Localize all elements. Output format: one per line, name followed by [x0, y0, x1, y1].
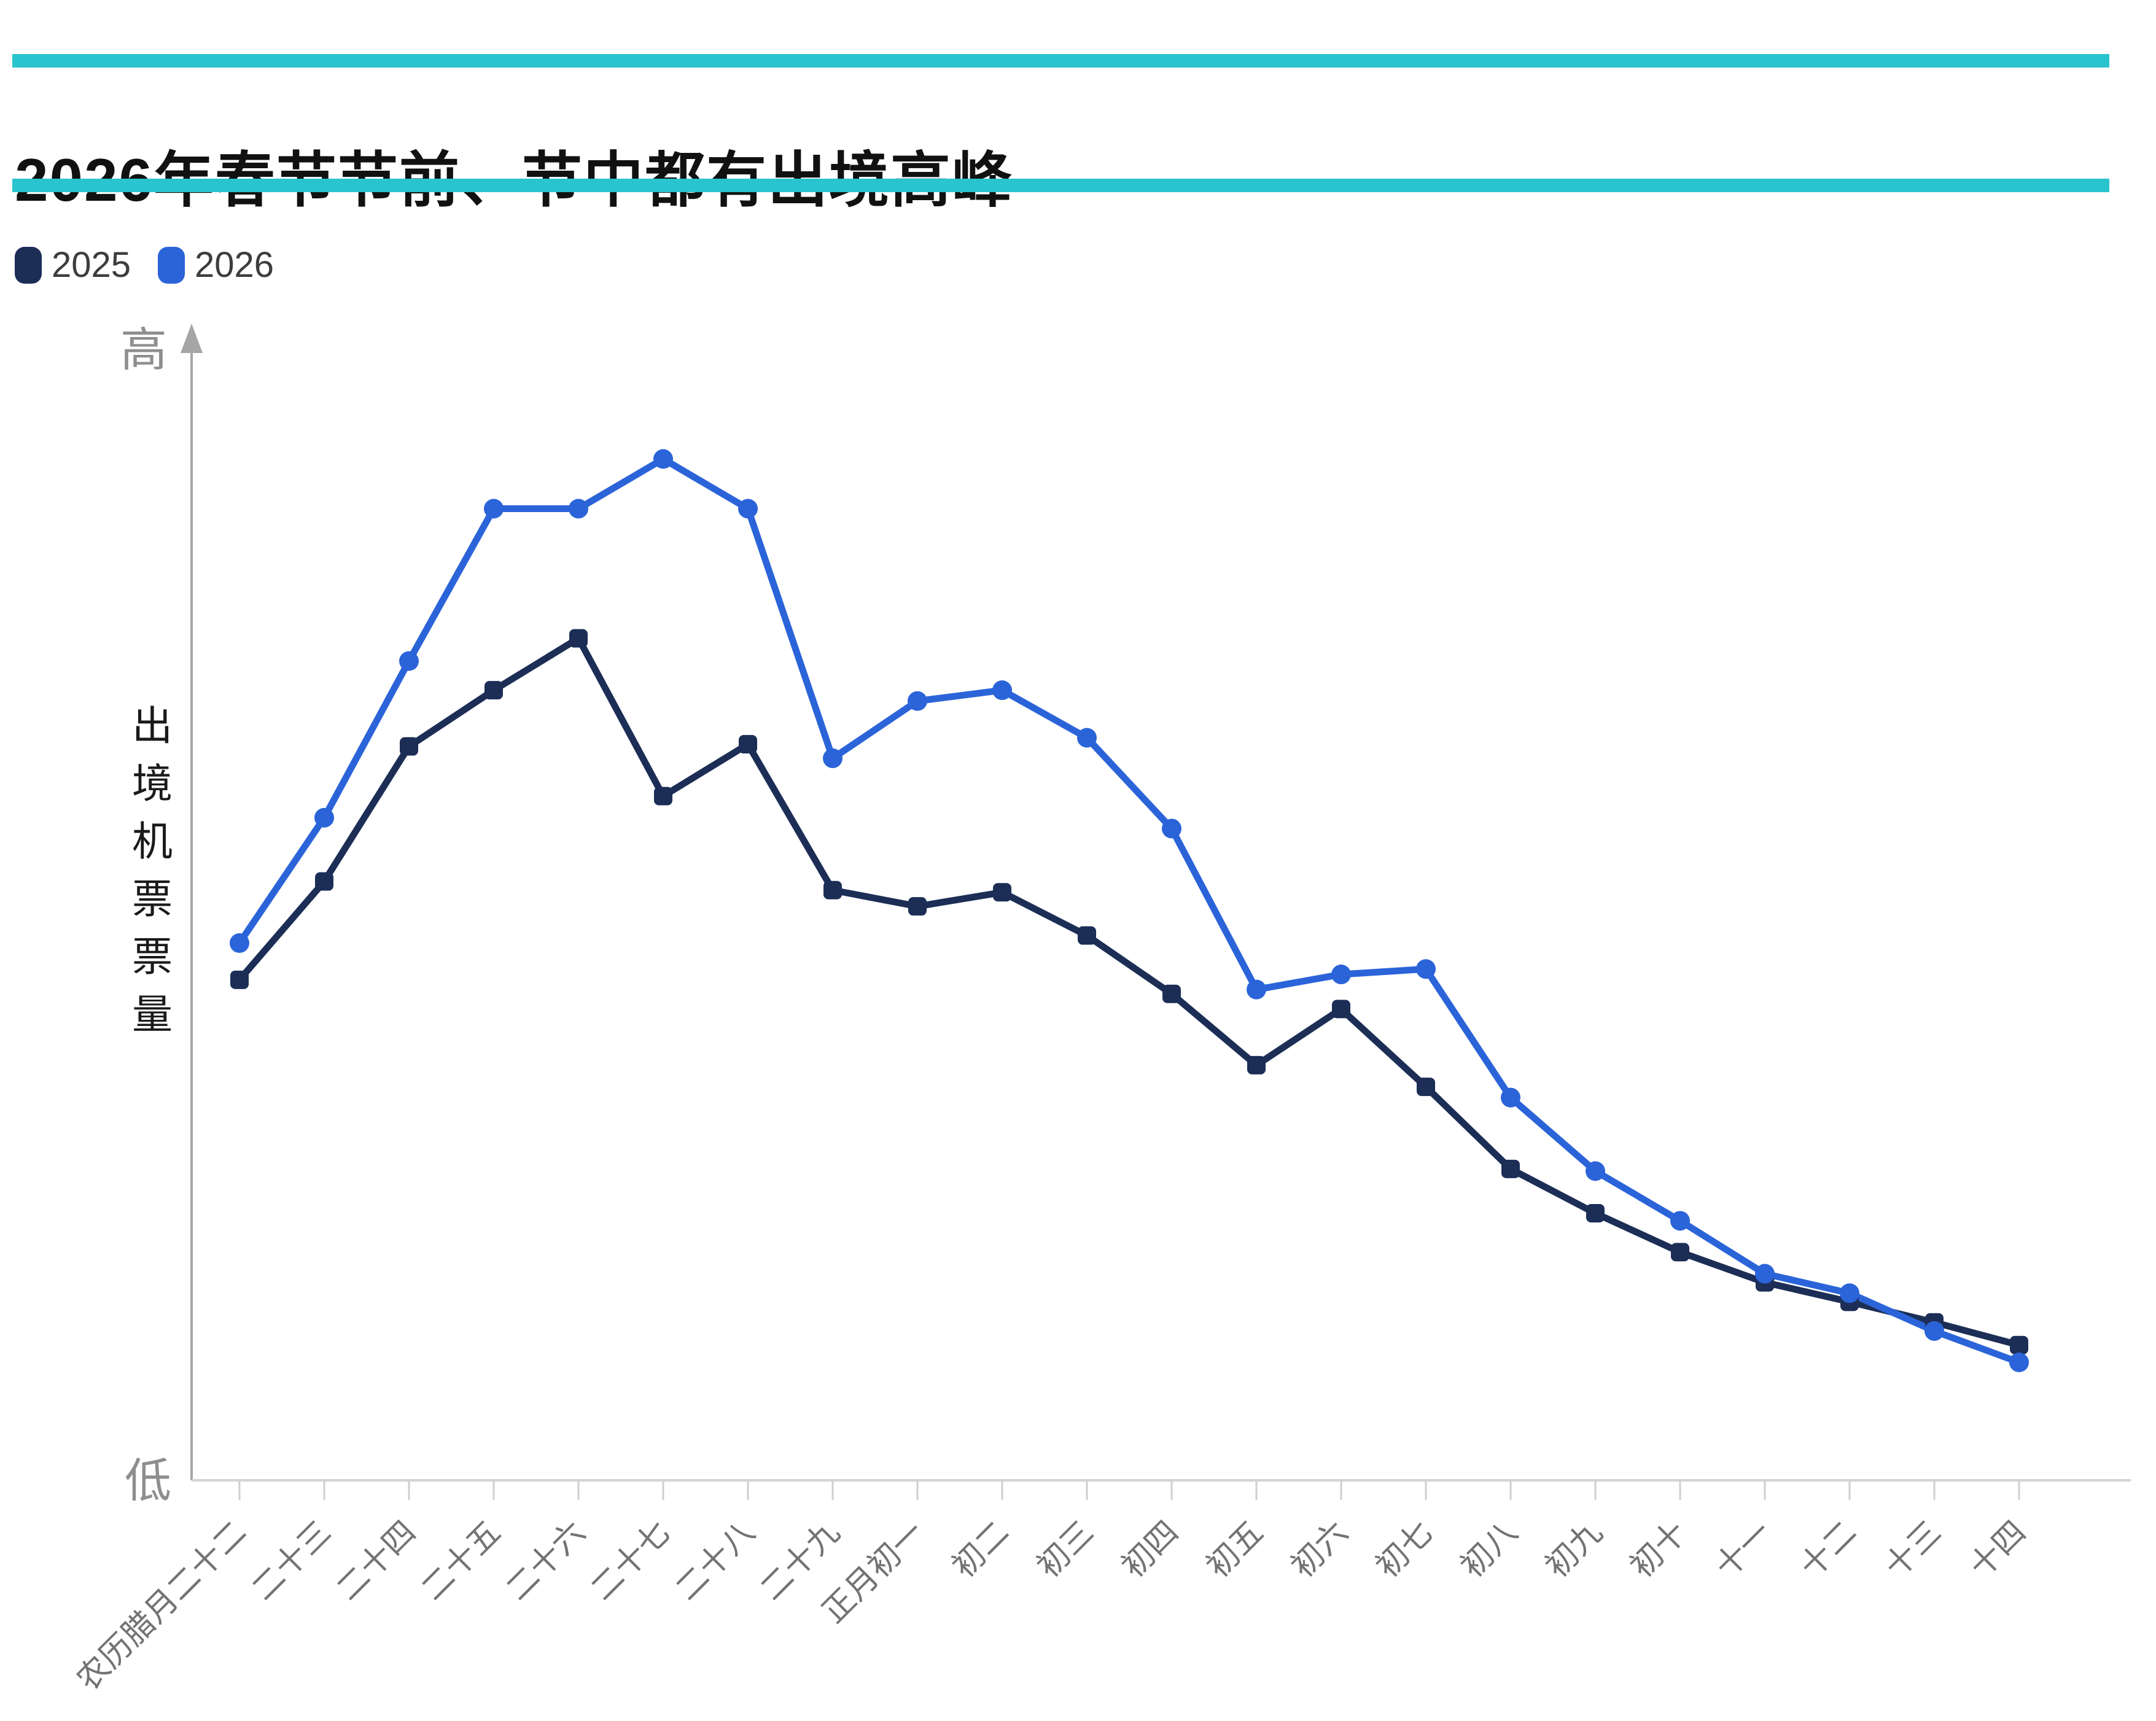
series-line-2025: [236, 635, 2023, 1349]
data-point-2026-二十三[interactable]: [314, 807, 334, 828]
data-point-2026-初六[interactable]: [1331, 965, 1351, 985]
x-axis-label: 初二: [946, 1514, 1016, 1585]
data-point-2025-初二[interactable]: [993, 883, 1011, 902]
series-line-2026: [236, 456, 2023, 1366]
data-point-2026-十四[interactable]: [2009, 1352, 2029, 1372]
data-point-2026-初七[interactable]: [1416, 959, 1436, 979]
data-point-2026-二十九[interactable]: [823, 748, 843, 769]
x-axis-label: 初十: [1624, 1514, 1694, 1585]
x-axis-label: 初七: [1369, 1514, 1440, 1585]
x-axis-label: 初八: [1454, 1514, 1525, 1585]
data-point-2026-正月初一[interactable]: [908, 691, 927, 711]
data-point-2026-二十六[interactable]: [569, 499, 588, 519]
data-point-2026-初十[interactable]: [1670, 1211, 1690, 1231]
y-axis-title: 出境机票票量: [126, 704, 172, 1051]
x-axis-label: 初四: [1115, 1514, 1186, 1585]
legend-label-2025: 2025: [52, 245, 131, 285]
data-point-2025-二十三[interactable]: [315, 872, 333, 891]
top-accent-bar: [12, 54, 2109, 68]
legend-swatch-2026: [158, 246, 185, 284]
data-point-2026-农历腊月二十二[interactable]: [230, 933, 249, 953]
data-point-2025-初十[interactable]: [1671, 1243, 1689, 1262]
data-point-2026-二十八[interactable]: [738, 499, 758, 519]
data-point-2026-初九[interactable]: [1586, 1161, 1605, 1181]
data-point-2025-二十五[interactable]: [485, 681, 503, 700]
data-point-2026-二十五[interactable]: [484, 499, 504, 519]
data-point-2025-正月初一[interactable]: [908, 897, 927, 916]
y-axis-high-label: 高: [120, 324, 167, 376]
legend-item-2026[interactable]: 2026: [158, 244, 274, 286]
data-point-2025-初三[interactable]: [1078, 926, 1096, 945]
data-point-2026-十三[interactable]: [1924, 1321, 1944, 1341]
data-point-2025-初八[interactable]: [1501, 1159, 1520, 1178]
x-axis-label: 二十六: [499, 1514, 592, 1607]
data-point-2026-二十七[interactable]: [653, 449, 673, 469]
x-axis-label: 二十五: [414, 1514, 507, 1607]
data-point-2025-初四[interactable]: [1162, 984, 1181, 1003]
x-axis-label: 二十三: [245, 1514, 338, 1607]
data-point-2026-十一[interactable]: [1755, 1264, 1775, 1284]
legend-swatch-2025: [15, 246, 42, 284]
data-point-2026-初五[interactable]: [1247, 979, 1266, 1000]
x-axis-label: 农历腊月二十二: [70, 1514, 253, 1697]
x-axis-label: 初九: [1539, 1514, 1609, 1585]
title-underline-bar: [12, 179, 2109, 192]
data-point-2026-初四[interactable]: [1162, 818, 1181, 839]
data-point-2025-二十七[interactable]: [654, 787, 672, 806]
x-axis-label: 二十八: [669, 1514, 761, 1607]
data-point-2026-初八[interactable]: [1501, 1087, 1520, 1108]
x-axis-label: 十二: [1793, 1514, 1864, 1585]
data-point-2025-初六[interactable]: [1332, 1000, 1350, 1019]
x-axis-label: 初五: [1200, 1514, 1271, 1585]
data-point-2025-初九[interactable]: [1586, 1204, 1605, 1222]
y-axis-low-label: 低: [125, 1455, 171, 1507]
y-axis-arrow-icon: [181, 324, 203, 353]
data-point-2025-二十九[interactable]: [823, 880, 842, 899]
data-point-2025-二十六[interactable]: [569, 629, 588, 648]
data-point-2026-初二[interactable]: [992, 680, 1012, 701]
legend: 2025 2026: [15, 244, 274, 286]
data-point-2025-二十八[interactable]: [739, 735, 757, 754]
data-point-2025-初七[interactable]: [1417, 1078, 1435, 1097]
data-point-2026-二十四[interactable]: [399, 651, 419, 671]
data-point-2025-初五[interactable]: [1247, 1055, 1266, 1074]
legend-item-2025[interactable]: 2025: [15, 244, 131, 286]
x-axis-label: 初六: [1285, 1514, 1355, 1585]
x-axis-label: 十一: [1708, 1514, 1779, 1585]
x-axis-label: 二十七: [584, 1514, 677, 1607]
data-point-2026-初三[interactable]: [1077, 728, 1097, 748]
x-axis-label: 十四: [1963, 1514, 2033, 1585]
legend-label-2026: 2026: [195, 245, 274, 285]
x-axis-label: 二十四: [330, 1514, 422, 1607]
x-axis-label: 十三: [1878, 1514, 1948, 1585]
data-point-2026-十二[interactable]: [1840, 1283, 1859, 1303]
x-axis-label: 初三: [1030, 1514, 1101, 1585]
data-point-2025-十四[interactable]: [2010, 1335, 2028, 1354]
data-point-2025-二十四[interactable]: [400, 737, 418, 756]
data-point-2025-农历腊月二十二[interactable]: [230, 970, 249, 989]
